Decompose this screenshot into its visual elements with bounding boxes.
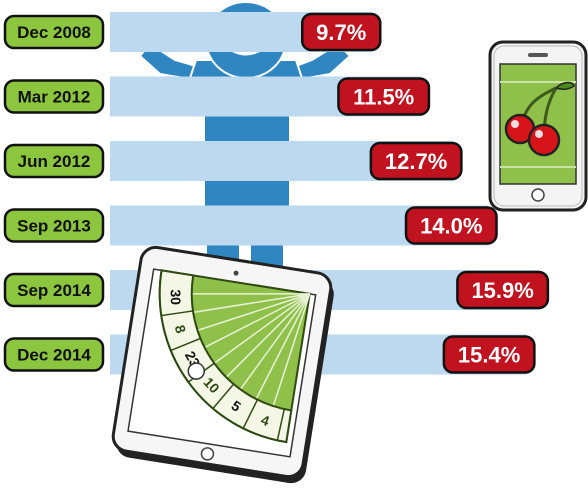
category-text: Dec 2008 [17, 23, 91, 42]
category-text: Dec 2014 [17, 346, 91, 365]
value-text: 9.7% [316, 20, 366, 45]
category-label: Sep 2014 [3, 272, 105, 308]
value-text: 15.9% [471, 278, 533, 303]
value-text: 14.0% [420, 214, 482, 239]
value-text: 12.7% [385, 149, 447, 174]
category-text: Sep 2014 [17, 281, 91, 300]
roulette-number: 30 [168, 289, 184, 305]
category-label: Mar 2012 [3, 79, 105, 114]
value-text: 15.4% [458, 343, 520, 368]
value-text: 11.5% [353, 85, 414, 110]
value-label: 9.7% [301, 12, 382, 52]
value-label: 14.0% [404, 206, 498, 245]
category-label: Sep 2013 [3, 208, 105, 243]
category-label: Dec 2008 [3, 14, 105, 50]
category-text: Mar 2012 [18, 88, 91, 107]
value-label: 15.9% [456, 270, 550, 310]
category-label: Dec 2014 [3, 337, 105, 372]
category-text: Jun 2012 [18, 152, 91, 171]
cherries-icon [504, 81, 575, 157]
category-text: Sep 2013 [17, 217, 91, 236]
category-label: Jun 2012 [3, 143, 105, 179]
value-label: 12.7% [369, 141, 463, 181]
value-label: 15.4% [442, 335, 536, 374]
smartphone-icon [488, 40, 588, 212]
value-label: 11.5% [337, 77, 431, 116]
roulette-number: 8 [172, 323, 190, 335]
